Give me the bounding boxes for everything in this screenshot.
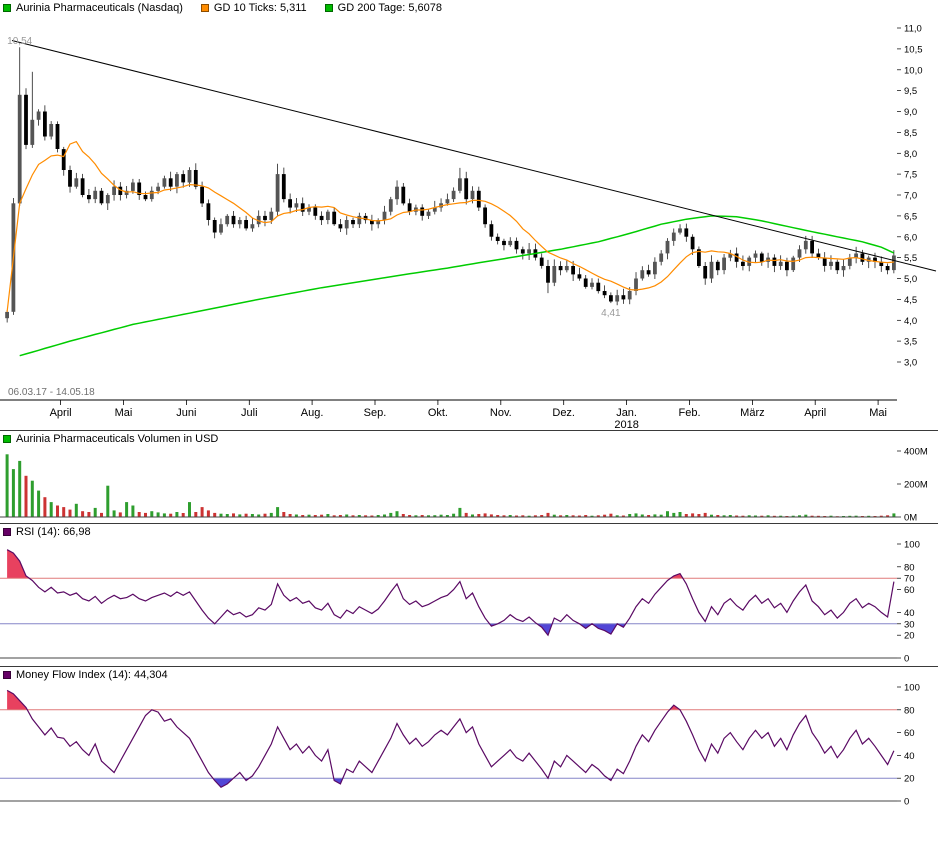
svg-text:7,0: 7,0 (904, 191, 917, 202)
volume-swatch (3, 435, 11, 443)
svg-text:5,5: 5,5 (904, 253, 917, 264)
svg-text:40: 40 (904, 608, 915, 619)
main-chart-legend: Aurinia Pharmaceuticals (Nasdaq) GD 10 T… (0, 0, 938, 16)
mfi-legend: Money Flow Index (14): 44,304 (0, 667, 938, 683)
mfi-swatch (3, 671, 11, 679)
svg-text:März: März (740, 407, 764, 419)
volume-chart: 400M 200M 0M (0, 447, 928, 524)
svg-text:4,0: 4,0 (904, 316, 917, 327)
svg-text:7,5: 7,5 (904, 170, 917, 181)
svg-text:Nov.: Nov. (490, 407, 512, 419)
svg-text:0M: 0M (904, 513, 917, 524)
svg-text:Okt.: Okt. (428, 407, 448, 419)
svg-text:60: 60 (904, 585, 915, 596)
svg-text:20: 20 (904, 774, 915, 785)
legend-item-rsi: RSI (14): 66,98 (3, 526, 91, 538)
gd200-swatch (324, 4, 333, 12)
svg-text:3,0: 3,0 (904, 358, 917, 369)
svg-text:Juni: Juni (176, 407, 196, 419)
svg-text:4,41: 4,41 (601, 308, 621, 319)
svg-text:6,0: 6,0 (904, 232, 917, 243)
svg-text:20: 20 (904, 631, 915, 642)
svg-text:Mai: Mai (869, 407, 887, 419)
svg-text:200M: 200M (904, 480, 928, 491)
main-price-chart: 11,0 10,5 10,0 9,5 9,0 8,5 8,0 7,5 7,0 6,5 6,0 5,5 5… (0, 24, 937, 430)
volume-panel: Aurinia Pharmaceuticals Volumen in USD 4… (0, 430, 938, 523)
svg-text:4,5: 4,5 (904, 295, 917, 306)
gd10-label: GD 10 Ticks: 5,311 (213, 2, 307, 14)
legend-item-volume: Aurinia Pharmaceuticals Volumen in USD (3, 433, 218, 445)
svg-text:Feb.: Feb. (678, 407, 700, 419)
svg-text:11,0: 11,0 (904, 24, 922, 35)
svg-text:0: 0 (904, 654, 909, 665)
rsi-title: RSI (14): 66,98 (16, 526, 91, 538)
svg-text:8,5: 8,5 (904, 128, 917, 139)
svg-text:2018: 2018 (614, 419, 638, 430)
svg-text:9,0: 9,0 (904, 107, 917, 118)
svg-text:10,5: 10,5 (904, 44, 923, 55)
svg-text:100: 100 (904, 683, 920, 694)
legend-item-gd200: GD 200 Tage: 5,6078 (324, 2, 443, 14)
volume-legend: Aurinia Pharmaceuticals Volumen in USD (0, 431, 938, 447)
svg-text:10,0: 10,0 (904, 65, 923, 76)
svg-text:Sep.: Sep. (364, 407, 387, 419)
svg-text:9,5: 9,5 (904, 86, 917, 97)
svg-text:80: 80 (904, 705, 915, 716)
rsi-legend: RSI (14): 66,98 (0, 524, 938, 540)
svg-text:Aug.: Aug. (301, 407, 324, 419)
svg-text:10,54: 10,54 (7, 36, 32, 47)
mfi-title: Money Flow Index (14): 44,304 (16, 669, 168, 681)
svg-text:80: 80 (904, 562, 915, 573)
svg-text:April: April (50, 407, 72, 419)
svg-text:Mai: Mai (115, 407, 133, 419)
rsi-panel: RSI (14): 66,98 100 80 70 60 40 30 20 0 (0, 523, 938, 666)
svg-text:Dez.: Dez. (552, 407, 575, 419)
legend-item-mfi: Money Flow Index (14): 44,304 (3, 669, 168, 681)
rsi-swatch (3, 528, 11, 536)
volume-title: Aurinia Pharmaceuticals Volumen in USD (16, 433, 219, 445)
price-series-label: Aurinia Pharmaceuticals (Nasdaq) (16, 2, 183, 14)
gd200-label: GD 200 Tage: 5,6078 (337, 2, 443, 14)
svg-text:60: 60 (904, 728, 915, 739)
svg-text:3,5: 3,5 (904, 337, 917, 348)
svg-text:8,0: 8,0 (904, 149, 917, 160)
svg-text:30: 30 (904, 619, 915, 630)
svg-text:April: April (804, 407, 826, 419)
legend-item-price: Aurinia Pharmaceuticals (Nasdaq) (3, 2, 183, 14)
gd10-swatch (200, 4, 209, 12)
svg-text:70: 70 (904, 574, 915, 585)
mfi-panel: Money Flow Index (14): 44,304 100 80 60 40 2… (0, 666, 938, 809)
svg-text:Jan.: Jan. (616, 407, 637, 419)
svg-text:400M: 400M (904, 447, 928, 458)
svg-text:6,5: 6,5 (904, 211, 917, 222)
svg-text:5,0: 5,0 (904, 274, 917, 285)
svg-text:100: 100 (904, 540, 920, 551)
legend-item-gd10: GD 10 Ticks: 5,311 (200, 2, 307, 14)
svg-text:0: 0 (904, 797, 909, 808)
mfi-chart: 100 80 60 40 20 0 (0, 683, 920, 808)
price-series-swatch (3, 4, 11, 12)
svg-text:40: 40 (904, 751, 915, 762)
svg-text:Juli: Juli (241, 407, 258, 419)
svg-text:06.03.17 - 14.05.18: 06.03.17 - 14.05.18 (8, 387, 95, 398)
